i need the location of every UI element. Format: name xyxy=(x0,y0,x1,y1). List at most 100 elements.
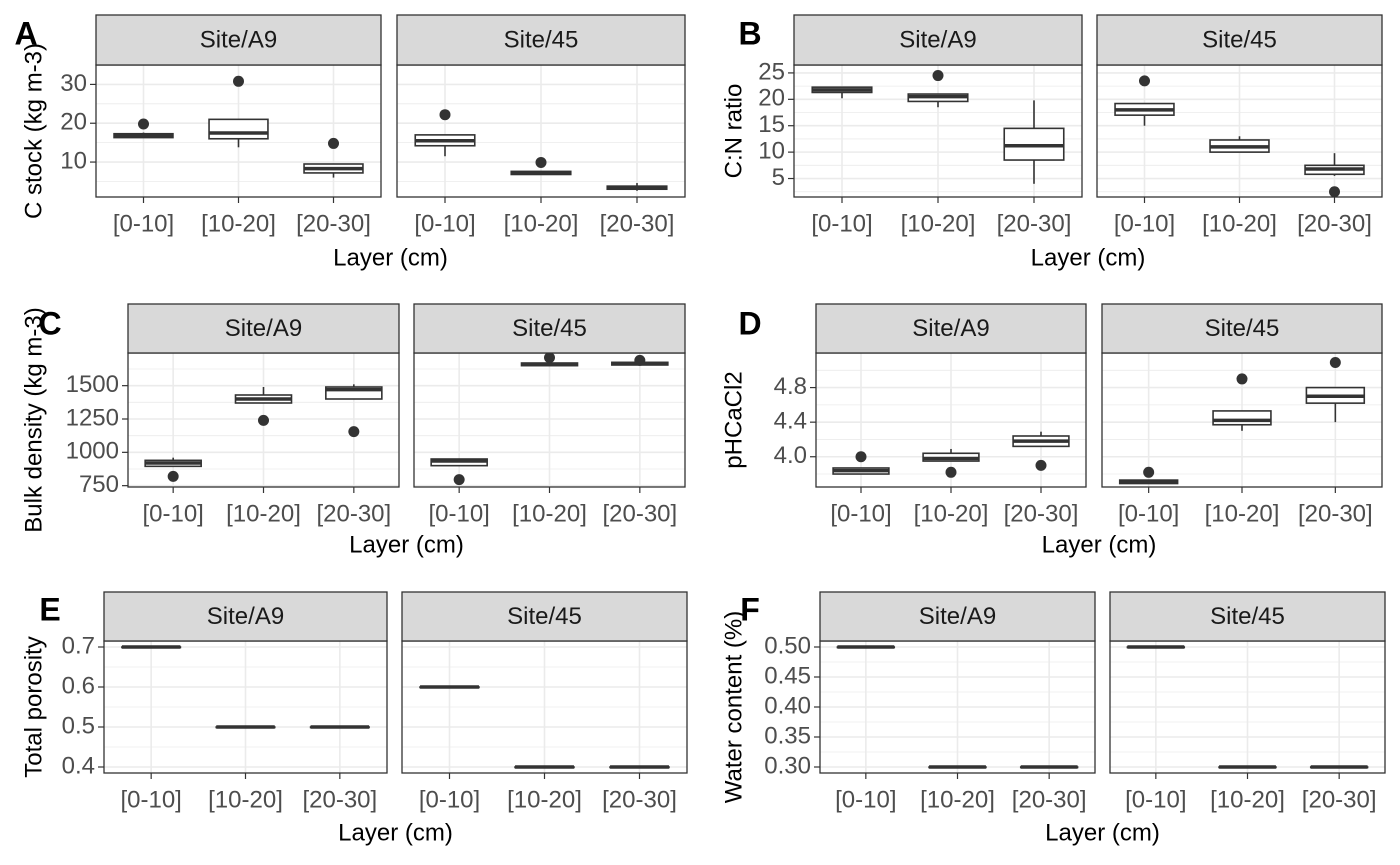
x-tick-label: [20-30] xyxy=(602,500,677,527)
facet-strip-label: Site/45 xyxy=(1205,315,1280,342)
facet-site-45: Site/45 [0-10] [10-20] [20-30] xyxy=(401,591,688,813)
x-axis-label: Layer (cm) xyxy=(1042,531,1157,558)
boxplot-2 xyxy=(303,137,364,178)
y-tick-label: 25 xyxy=(758,58,785,85)
x-tick-label: [20-30] xyxy=(602,786,677,813)
facet-strip xyxy=(1109,591,1386,642)
panel-letter: D xyxy=(738,305,761,341)
facet-strip xyxy=(815,303,1087,354)
boxplot-1 xyxy=(234,387,293,426)
y-tick-label: 0.7 xyxy=(62,632,95,659)
boxplot-1 xyxy=(907,70,969,108)
panel-letter: E xyxy=(39,591,60,627)
x-tick-label: [20-30] xyxy=(316,500,391,527)
facet-site-a9: Site/A9 [0-10] [10-20] [20-30] xyxy=(815,303,1087,527)
boxplot-0 xyxy=(811,86,873,99)
facet-strip-label: Site/A9 xyxy=(899,26,976,53)
y-tick-label: 0.6 xyxy=(62,672,95,699)
y-tick-label: 30 xyxy=(60,70,87,97)
facet-strip xyxy=(396,14,686,66)
y-tick-label: 4.0 xyxy=(774,442,807,469)
facet-strip xyxy=(95,14,382,66)
y-axis-label: pHCaCl2 xyxy=(720,371,747,468)
y-tick-label: 4.8 xyxy=(774,373,807,400)
facet-strip-label: Site/A9 xyxy=(919,603,996,630)
x-tick-label: [0-10] xyxy=(1118,500,1179,527)
x-tick-label: [0-10] xyxy=(835,786,896,813)
x-tick-label: [0-10] xyxy=(142,500,203,527)
facet-site-a9: Site/A9 [0-10] [10-20] [20-30] xyxy=(127,303,400,527)
boxplot-1 xyxy=(922,448,980,478)
outlier-point xyxy=(945,466,957,478)
y-tick-label: 5 xyxy=(772,164,785,191)
boxplot-0 xyxy=(832,451,890,475)
x-tick-label: [0-10] xyxy=(811,210,872,237)
x-tick-label: [20-30] xyxy=(1012,786,1087,813)
x-tick-label: [0-10] xyxy=(830,500,891,527)
x-tick-label: [10-20] xyxy=(1210,786,1285,813)
y-tick-label: 0.45 xyxy=(764,662,811,689)
boxplot-1 xyxy=(1218,765,1277,769)
facet-site-a9: Site/A9 [0-10] [10-20] [20-30] xyxy=(819,591,1096,813)
outlier-point xyxy=(453,474,465,486)
boxplot-0 xyxy=(836,645,896,649)
x-tick-label: [10-20] xyxy=(1202,210,1277,237)
x-axis-label: Layer (cm) xyxy=(1045,819,1160,846)
x-tick-label: [20-30] xyxy=(302,786,377,813)
x-tick-label: [0-10] xyxy=(419,786,480,813)
y-tick-label: 0.40 xyxy=(764,692,811,719)
boxplot-2 xyxy=(1305,357,1366,423)
outlier-point xyxy=(932,70,944,82)
x-tick-label: [10-20] xyxy=(920,786,995,813)
y-tick-label: 1000 xyxy=(66,438,119,465)
box-iqr xyxy=(1212,410,1272,426)
x-axis-label: Layer (cm) xyxy=(338,819,453,846)
y-tick-label: 20 xyxy=(758,85,785,112)
outlier-point xyxy=(1035,459,1047,471)
x-tick-label: [20-30] xyxy=(1297,210,1372,237)
x-tick-label: [10-20] xyxy=(914,500,989,527)
y-tick-label: 0.4 xyxy=(62,752,95,779)
x-tick-label: [0-10] xyxy=(120,786,181,813)
y-tick-label: 15 xyxy=(758,111,785,138)
facet-site-a9: Site/A9 [0-10] [10-20] [20-30] xyxy=(103,591,388,813)
x-tick-label: [20-30] xyxy=(296,210,371,237)
x-axis-label: Layer (cm) xyxy=(333,244,448,271)
boxplot-1 xyxy=(1212,373,1272,431)
x-tick-label: [20-30] xyxy=(600,210,675,237)
boxplot-1 xyxy=(208,75,269,148)
x-axis-label: Layer (cm) xyxy=(1031,244,1146,271)
y-axis-label: Total porosity xyxy=(20,636,47,777)
facet-strip xyxy=(401,591,688,642)
y-tick-label: 0.35 xyxy=(764,722,811,749)
x-axis-label: Layer (cm) xyxy=(349,531,464,558)
outlier-point xyxy=(348,426,360,438)
boxplot-0 xyxy=(414,109,476,157)
y-tick-label: 750 xyxy=(79,471,119,498)
boxplot-2 xyxy=(609,765,670,769)
x-tick-label: [10-20] xyxy=(507,786,582,813)
panel-letter: A xyxy=(14,15,37,51)
outlier-point xyxy=(1236,373,1248,385)
boxplot-2 xyxy=(309,725,370,729)
x-tick-label: [0-10] xyxy=(1114,210,1175,237)
y-tick-label: 0.50 xyxy=(764,632,811,659)
panel-letter: F xyxy=(740,591,760,627)
boxplot-1 xyxy=(520,352,579,367)
boxplot-0 xyxy=(430,458,488,486)
outlier-point xyxy=(1143,466,1155,478)
facet-strip-label: Site/45 xyxy=(1202,26,1277,53)
outlier-point xyxy=(535,156,547,168)
panel-letter: C xyxy=(38,305,61,341)
boxplot-0 xyxy=(144,457,202,482)
facet-site-45: Site/45 [0-10] [10-20] [20-30] xyxy=(1096,14,1383,237)
facet-site-45: Site/45 [0-10] [10-20] [20-30] xyxy=(1101,303,1383,527)
facet-site-a9: Site/A9 [0-10] [10-20] [20-30] xyxy=(793,14,1083,237)
y-tick-label: 4.4 xyxy=(774,408,807,435)
x-tick-label: [20-30] xyxy=(1004,500,1079,527)
outlier-point xyxy=(233,75,244,87)
boxplot-0 xyxy=(1114,75,1175,126)
